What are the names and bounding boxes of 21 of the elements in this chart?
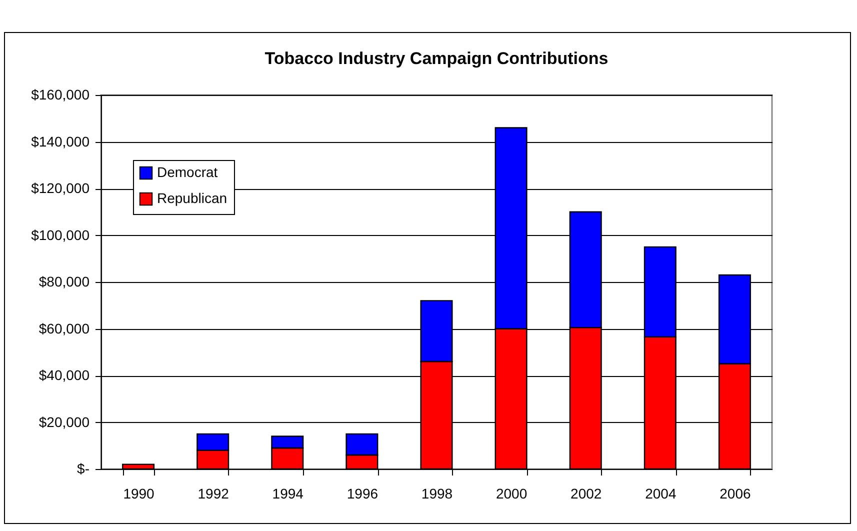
x-tick-label: 2006 (720, 486, 752, 502)
x-tick-label: 1990 (123, 486, 155, 502)
x-tick-label: 1994 (272, 486, 304, 502)
y-tick-label: $160,000 (31, 86, 90, 102)
x-tick-label: 1998 (421, 486, 453, 502)
y-tick-label: $- (77, 460, 90, 476)
y-tick-label: $80,000 (38, 274, 90, 290)
y-tick-label: $40,000 (38, 367, 90, 383)
x-tick-label: 1996 (346, 486, 378, 502)
legend-label: Republican (157, 190, 228, 206)
x-tick-label: 2002 (570, 486, 602, 502)
y-tick-label: $140,000 (31, 133, 90, 150)
x-tick-label: 2004 (645, 486, 676, 502)
y-tick-label: $20,000 (38, 414, 90, 430)
legend-label: Democrat (157, 164, 218, 180)
x-tick-label: 2000 (496, 486, 528, 502)
chart-title: Tobacco Industry Campaign Contributions (264, 49, 608, 68)
x-tick-label: 1992 (198, 486, 230, 502)
y-tick-label: $100,000 (31, 226, 90, 243)
y-tick-label: $120,000 (31, 180, 90, 196)
y-tick-label: $60,000 (38, 320, 90, 336)
